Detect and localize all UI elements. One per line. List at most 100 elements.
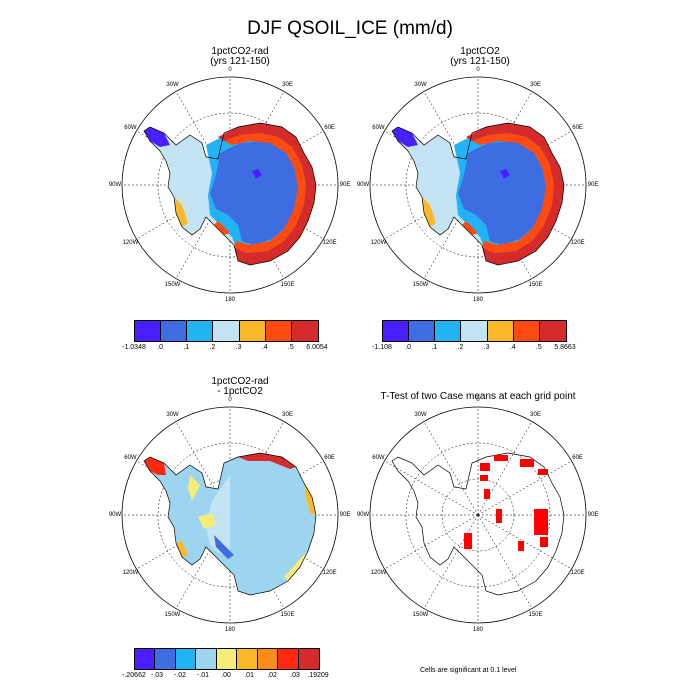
longitude-label: 60E [572,454,583,461]
colorbar-tick-label: .1 [183,344,190,351]
longitude-label: 30W [166,82,179,89]
colorbar-tick-label: 5.8663 [554,344,576,351]
longitude-label: 90W [356,182,370,188]
colorbar-swatch [196,649,217,669]
panel-1-title: 1pctCO2-rad (yrs 121-150) [140,47,340,67]
longitude-label: 90E [339,512,351,518]
colorbar-tick-label: -1.108 [372,344,392,351]
colorbar-swatch [435,321,462,341]
colorbar-swatch [278,649,299,669]
colorbar-swatch [213,321,240,341]
longitude-label: 0 [476,67,480,73]
colorbar-swatch [135,321,162,341]
panel-3-map [121,406,339,624]
panel-2-colorbar [382,320,567,342]
colorbar-tick-label: -.20662 [122,672,146,679]
panel-4-map [369,406,587,624]
longitude-label: 150E [280,281,295,288]
longitude-label: 180 [472,297,484,303]
longitude-label: 60E [324,454,335,461]
colorbar-swatch [539,321,566,341]
longitude-label: 120W [370,239,387,246]
longitude-label: 60W [372,454,385,461]
colorbar-swatch [383,321,410,341]
colorbar-tick-label: 6.0054 [306,344,328,351]
panel-1-colorbar [134,320,319,342]
colorbar-tick-label: .03 [290,672,300,679]
panel-1-title-line2: (yrs 121-150) [210,56,270,67]
longitude-label: 60W [124,124,137,131]
colorbar-swatch [161,321,188,341]
longitude-label: 150W [412,281,429,288]
colorbar-swatch [257,649,279,669]
longitude-label: 0 [228,397,232,403]
longitude-label: 90W [356,512,370,518]
colorbar-swatch [216,649,238,669]
longitude-label: 0 [228,67,232,73]
panel-4-title-line1: T-Test of two Case means at each grid po… [380,391,576,402]
panel-3-title-line2: - 1pctCO2 [217,386,263,397]
antarctica-field [143,122,317,266]
panel-2-title: 1pctCO2 (yrs 121-150) [380,47,580,67]
colorbar-swatch [487,321,514,341]
panel-2-map [369,76,587,294]
panel-1-title-line1: 1pctCO2-rad [211,46,269,57]
antarctica-field [391,452,565,596]
colorbar-tick-label: -.02 [173,672,187,679]
colorbar-swatch [291,321,318,341]
colorbar-swatch [265,321,292,341]
colorbar-tick-label: .01 [244,672,254,679]
panel-3-title-line1: 1pctCO2-rad [211,376,269,387]
colorbar-tick-label: .4 [509,344,516,351]
antarctica-field [143,452,317,596]
antarctica-field [391,122,565,266]
longitude-label: 90E [587,512,599,518]
colorbar-tick-label: .3 [235,344,242,351]
panel-3-colorbar [134,648,320,670]
longitude-label: 30W [414,82,427,89]
longitude-label: 120W [122,239,139,246]
longitude-label: 90E [587,182,599,188]
colorbar-tick-label: .1 [431,344,438,351]
longitude-label: 120E [570,239,585,246]
longitude-label: 30E [530,412,541,419]
colorbar-tick-label: .5 [535,344,542,351]
longitude-label: 120W [122,569,139,576]
panel-1-map [121,76,339,294]
longitude-label: 120E [322,239,337,246]
longitude-label: 30E [282,82,293,89]
colorbar-tick-label: .2 [457,344,464,351]
panel-2-colorbar-labels: -1.108 .0 .1 .2 .3 .4 .5 5.8663 [372,344,576,354]
colorbar-swatch [135,649,156,669]
longitude-label: 30W [166,412,179,419]
longitude-label: 120E [322,569,337,576]
longitude-label: 150W [412,611,429,618]
panel-2-title-line1: 1pctCO2 [460,46,500,57]
colorbar-tick-label: .4 [261,344,268,351]
longitude-label: 180 [224,297,236,303]
longitude-label: 0 [476,397,480,403]
longitude-label: 150W [164,611,181,618]
colorbar-swatch [239,321,266,341]
longitude-label: 30E [282,412,293,419]
longitude-label: 60W [372,124,385,131]
colorbar-swatch [237,649,258,669]
longitude-label: 30E [530,82,541,89]
colorbar-swatch [461,321,488,341]
panel-3-colorbar-labels: -.20662 -.03 -.02 -.01 .00 .01 .02 .03 .19209 [122,672,329,682]
panel-4-title: T-Test of two Case means at each grid po… [368,392,588,402]
colorbar-tick-label: .02 [267,672,277,679]
longitude-label: 60W [124,454,137,461]
panel-1-colorbar-labels: -1.0348 .0 .1 .2 .3 .4 .5 6.0054 [122,344,328,354]
longitude-label: 60E [324,124,335,131]
longitude-label: 90W [108,182,122,188]
longitude-label: 90E [339,182,351,188]
colorbar-swatch [298,649,319,669]
longitude-label: 60E [572,124,583,131]
colorbar-tick-label: -1.0348 [122,344,146,351]
colorbar-tick-label: .0 [405,344,412,351]
colorbar-swatch [175,649,197,669]
longitude-label: 120W [370,569,387,576]
longitude-label: 180 [472,627,484,633]
figure-title: DJF QSOIL_ICE (mm/d) [247,18,453,39]
